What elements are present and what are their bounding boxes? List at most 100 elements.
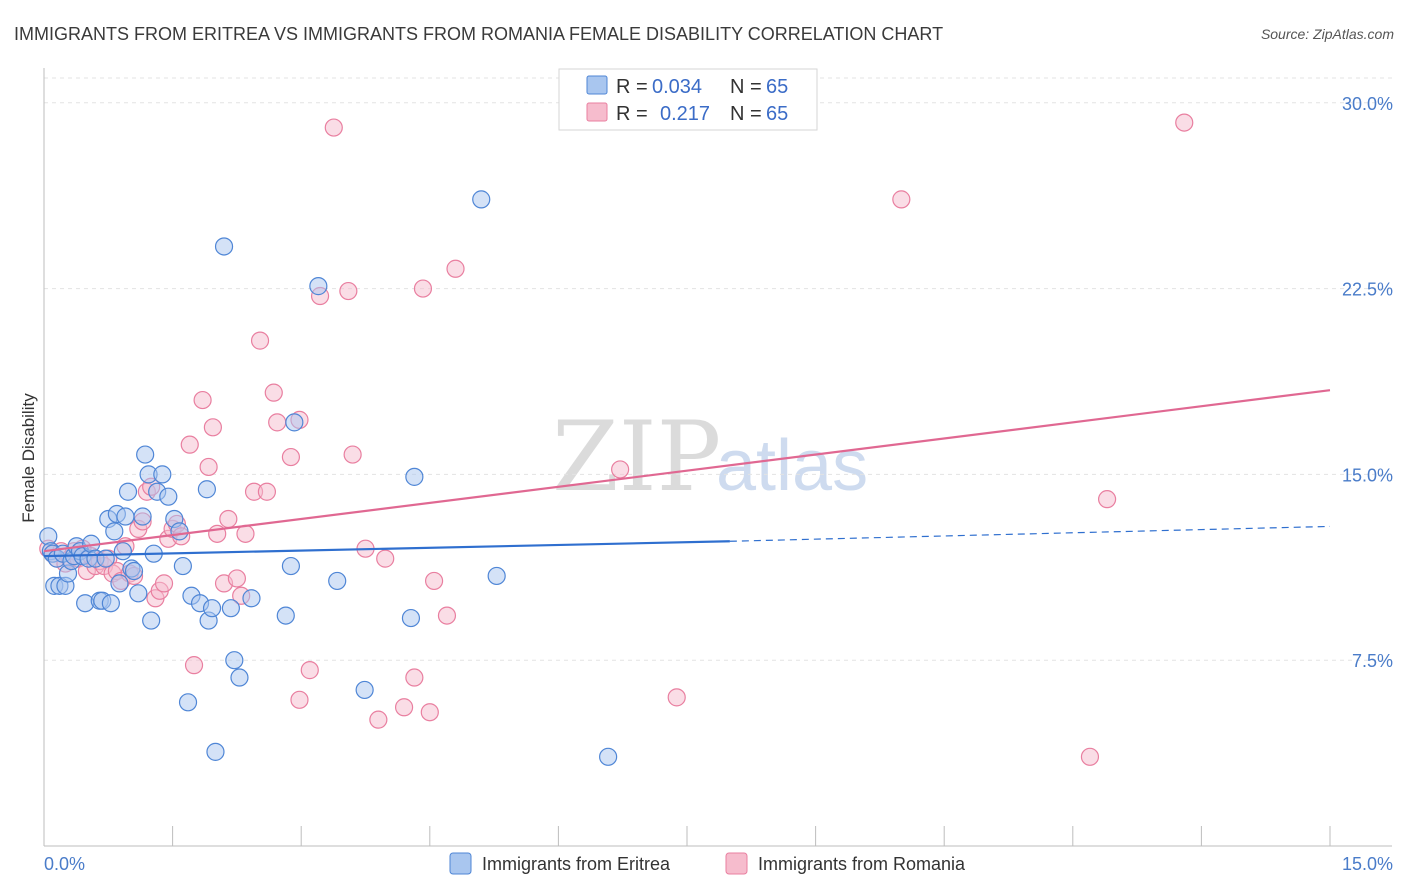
eritrea-point [487,566,506,586]
legend-eritrea-n-value: 65 [766,76,788,98]
eritrea-point [472,190,491,209]
romania-point [257,482,277,501]
eritrea-point [159,487,178,506]
romania-point [324,118,343,137]
romania-point [281,447,301,467]
eritrea-point [214,237,234,256]
romania-point [420,703,439,722]
legend-bottom-eritrea-swatch [449,852,472,875]
legend-romania-n-label: N = [730,103,762,125]
eritrea-point [96,549,115,568]
watermark-zip-text: ZIP [552,401,721,513]
eritrea-point [242,589,261,608]
romania-point [154,574,174,593]
legend-eritrea-r-label: R = [616,76,648,98]
eritrea-point [328,571,347,591]
legend-bottom-romania-swatch [725,852,748,875]
romania-trend-line [43,389,1331,553]
eritrea-point [153,465,172,484]
romania-point [250,331,270,350]
romania-point [219,509,238,529]
romania-point [1097,490,1117,509]
legend-series: Immigrants from Eritrea Immigrants from … [449,852,966,875]
eritrea-point [401,608,421,628]
eritrea-point [285,413,304,432]
eritrea-point [197,480,216,499]
watermark: ZIP atlas [552,401,868,513]
romania-point [437,606,457,625]
romania-point [193,390,212,410]
romania-point [667,688,686,707]
legend-eritrea-n-label: N = [730,76,762,98]
eritrea-point [405,467,424,486]
eritrea-point [178,693,198,712]
eritrea-point [355,680,374,700]
eritrea-point [133,507,152,526]
romania-point [394,698,414,717]
x-axis-tick-marks [43,826,1331,846]
romania-point [1080,747,1100,766]
legend-bottom-eritrea-label: Immigrants from Eritrea [482,854,671,874]
romania-point [339,281,358,301]
eritrea-point [136,445,155,464]
y-axis-tick-labels: 7.5% 15.0% 22.5% 30.0% [1342,94,1393,671]
y-tick-label: 30.0% [1342,94,1393,114]
eritrea-point [118,482,138,501]
legend-eritrea-swatch [586,75,608,95]
x-axis-tick-labels: 0.0% 15.0% [44,854,1393,874]
eritrea-point [124,561,144,581]
eritrea-point [309,277,328,296]
eritrea-trend-extrapolation [729,525,1331,542]
legend-stats: R = 0.034 N = 65 R = 0.217 N = 65 [558,68,818,131]
eritrea-point [173,556,192,576]
trend-lines [43,389,1331,558]
eritrea-point [129,584,148,603]
eritrea-point [101,594,120,613]
romania-point [343,445,362,464]
eritrea-point [276,606,295,625]
romania-point [180,435,199,454]
romania-point [424,571,444,591]
legend-romania-r-value: 0.217 [660,103,710,125]
series-eritrea-points [39,190,618,766]
romania-point [184,656,204,675]
eritrea-point [142,611,161,630]
eritrea-point [281,556,301,576]
eritrea-point [221,599,240,618]
eritrea-point [206,742,225,761]
eritrea-point [170,522,189,541]
legend-romania-r-label: R = [616,103,648,125]
eritrea-point [225,651,244,670]
eritrea-point [105,522,124,541]
eritrea-trend-line [43,540,730,558]
romania-point [413,279,433,298]
chart-title: IMMIGRANTS FROM ERITREA VS IMMIGRANTS FR… [14,24,943,44]
y-axis-title: Female Disability [19,393,38,523]
y-tick-label: 7.5% [1352,651,1393,671]
gridlines [44,77,1392,661]
romania-point [236,524,255,543]
romania-point [227,569,246,588]
romania-point [369,710,388,729]
chart-source: Source: ZipAtlas.com [1261,26,1394,42]
romania-point [199,457,218,477]
romania-point [892,190,911,209]
romania-point [376,549,395,568]
watermark-atlas-text: atlas [716,426,868,506]
x-tick-label: 15.0% [1342,854,1393,874]
romania-point [405,668,424,687]
eritrea-point [113,542,132,561]
eritrea-point [599,747,618,766]
romania-point [300,661,319,680]
legend-bottom-romania-label: Immigrants from Romania [758,854,966,874]
legend-romania-n-value: 65 [766,103,788,125]
romania-point [611,460,630,479]
y-tick-label: 15.0% [1342,465,1393,485]
eritrea-point [39,527,58,546]
x-tick-label: 0.0% [44,854,85,874]
eritrea-point [202,599,222,618]
romania-point [203,418,222,437]
romania-point [290,690,309,709]
romania-point [264,383,283,402]
romania-point [268,413,287,432]
